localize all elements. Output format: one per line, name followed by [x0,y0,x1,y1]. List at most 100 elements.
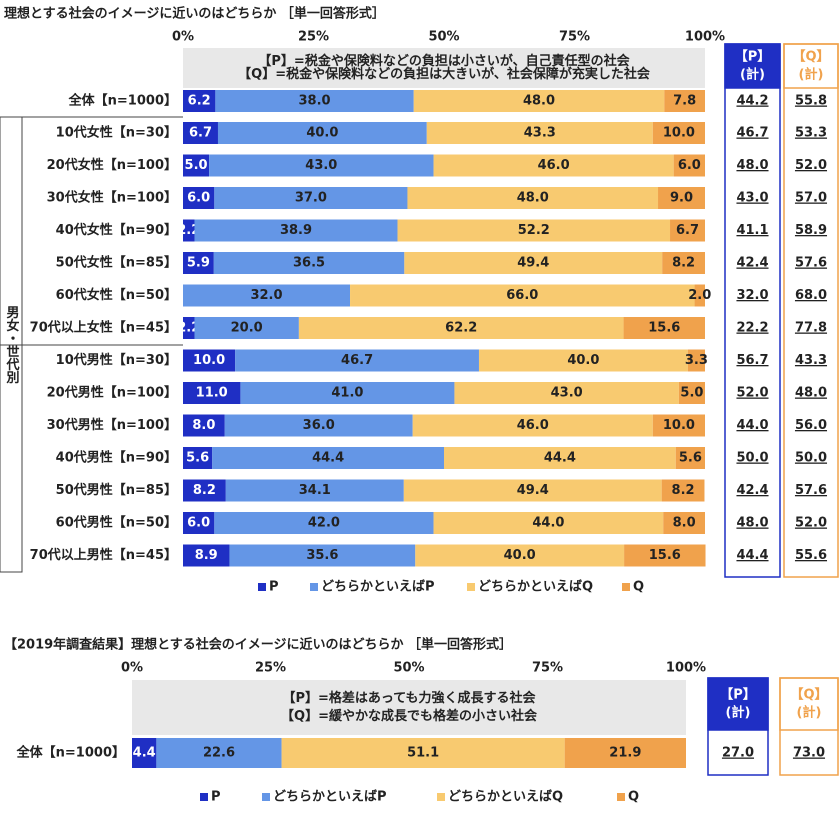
bar-segment [444,447,676,469]
total-head [707,677,769,731]
bar-segment [183,122,218,144]
legend-label: どちらかといえばQ [448,790,563,805]
total-value: 77.8 [795,321,827,336]
total-value: 55.8 [795,94,827,109]
bar-segment [240,382,455,404]
value-label: 40.0 [567,353,599,368]
value-label: 9.0 [670,191,693,206]
value-label: 42.0 [308,516,340,531]
value-label: 43.0 [305,158,337,173]
total-value: 55.6 [795,548,827,563]
total-value: 57.6 [795,256,827,271]
value-label: 4.4 [133,746,156,761]
bar-segment [212,447,444,469]
total-value: 57.0 [795,191,827,206]
category-label: 20代男性【n=100】 [47,385,177,401]
total-value: 53.3 [795,126,827,141]
legend-swatch [258,583,266,591]
category-label: 40代女性【n=90】 [56,222,177,238]
value-label: 38.9 [280,223,312,238]
bar-segment [397,219,671,242]
value-label: 6.0 [187,191,210,206]
total-value: 42.4 [736,483,768,498]
bar-segment [183,219,195,242]
x-tick-label: 50% [428,30,459,45]
bar-segment [229,544,416,567]
bar-segment [661,479,705,502]
total-value: 27.0 [722,746,754,761]
bar-segment [183,414,225,437]
value-label: 36.0 [303,418,335,433]
legend-swatch [437,793,445,801]
bar-segment [678,382,705,404]
bar-segment [183,187,215,209]
bar-segment [675,447,705,469]
value-label: 5.9 [187,256,210,271]
total-value: 42.4 [736,256,768,271]
total-box [779,677,839,776]
bar-segment [183,512,215,534]
category-label: 40代男性【n=90】 [56,450,177,466]
value-label: 8.0 [673,516,696,531]
category-label: 60代男性【n=50】 [56,515,177,531]
legend-swatch [467,583,475,591]
bar-segment [214,512,434,534]
legend-label: どちらかといえばQ [478,580,593,595]
value-label: 5.0 [680,386,703,401]
value-label: 22.6 [203,746,235,761]
value-label: 36.5 [293,256,325,271]
legend-swatch [262,793,270,801]
category-label: 50代男性【n=85】 [56,482,177,498]
value-label: 43.3 [524,126,556,141]
value-label: 6.2 [188,94,211,109]
x-tick-label: 75% [559,30,590,45]
chart-title: 【2019年調査結果】理想とする社会のイメージに近いのはどちらか ［単一回答形式… [4,637,512,653]
value-label: 5.6 [186,451,209,466]
header-line: 【P】=格差はあっても力強く成長する社会 [282,690,536,706]
value-label: 48.0 [523,94,555,109]
bar-segment [183,349,236,372]
legend-swatch [617,793,625,801]
value-label: 15.6 [648,321,680,336]
bar-segment [183,479,226,502]
value-label: 6.0 [187,516,210,531]
value-label: 5.0 [185,158,208,173]
value-label: 51.1 [407,746,439,761]
value-label: 10.0 [663,126,695,141]
total-sub: (計) [726,705,751,721]
bar-segment [183,317,195,339]
bar-segment [183,252,214,274]
bar-segment [194,317,299,339]
value-label: 44.4 [544,451,576,466]
total-value: 56.0 [795,418,827,433]
total-value: 73.0 [793,746,825,761]
x-tick-label: 0% [121,661,143,676]
total-value: 43.0 [736,191,768,206]
bar-segment [426,122,653,144]
value-label: 11.0 [196,386,228,401]
legend-swatch [310,583,318,591]
value-label: 43.0 [551,386,583,401]
total-name: 【Q】 [790,687,827,703]
header-line: 【Q】=税金や保険料などの負担は大きいが、社会保障が充実した社会 [238,66,651,82]
bar-segment [183,154,210,177]
bar-segment [664,90,705,112]
legend-label: P [211,790,221,805]
total-name: 【Q】 [792,49,829,65]
x-tick-label: 75% [532,661,563,676]
value-label: 52.2 [518,223,550,238]
category-label: 60代女性【n=50】 [56,287,177,303]
chart-title: 理想とする社会のイメージに近いのはどちらか ［単一回答形式］ [4,6,385,22]
total-value: 44.2 [736,94,768,109]
total-box [707,677,769,776]
header-line: 【P】=税金や保険料などの負担は小さいが、自己責任型の社会 [258,53,630,69]
value-label: 8.2 [672,483,695,498]
value-label: 49.4 [517,256,549,271]
total-value: 41.1 [736,223,768,238]
bar-segment [224,414,413,437]
bar-segment [183,447,213,469]
value-label: 32.0 [250,288,282,303]
total-value: 52.0 [736,386,768,401]
x-tick-label: 25% [298,30,329,45]
value-label: 6.0 [678,158,701,173]
